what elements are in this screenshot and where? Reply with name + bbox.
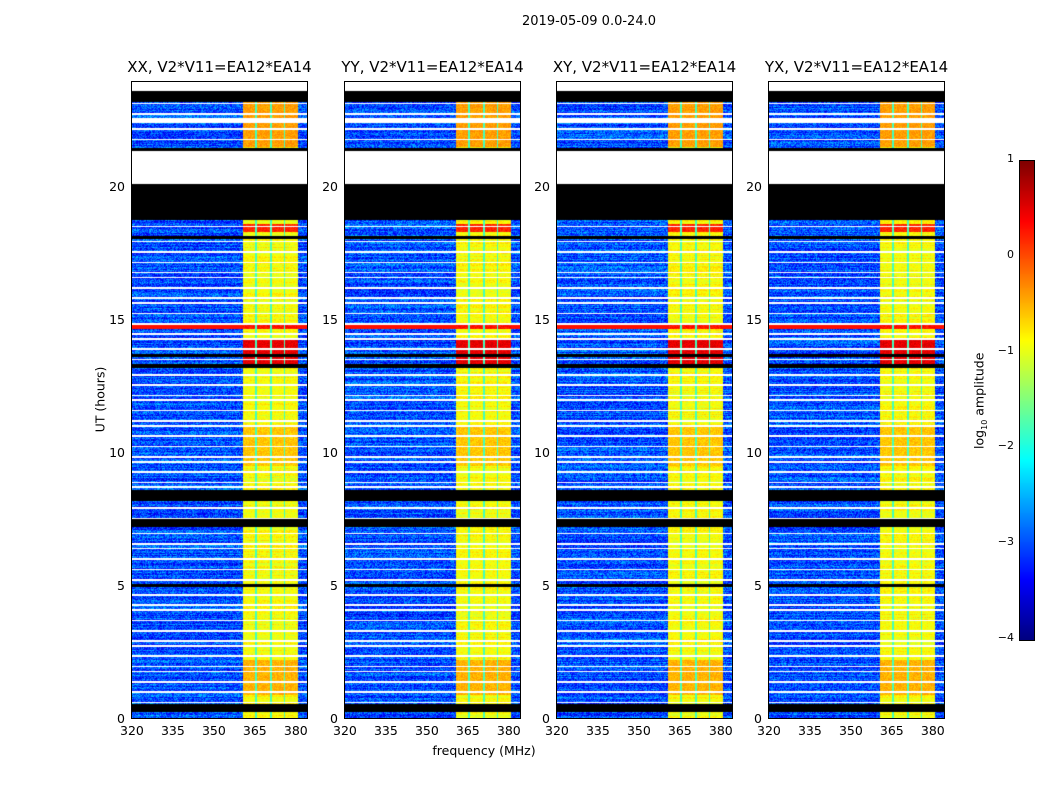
figure-title: 2019-05-09 0.0-24.0 — [522, 14, 656, 29]
colorbar-tick-label: 1 — [1007, 152, 1014, 165]
y-tick-label: 10 — [534, 445, 550, 461]
x-tick-label: 335 — [797, 723, 822, 738]
y-axis-label: UT (hours) — [92, 366, 108, 433]
spectrogram-heatmap — [131, 81, 308, 719]
x-tick-label: 320 — [333, 723, 357, 738]
y-tick-label: 10 — [109, 445, 125, 461]
x-tick-label: 320 — [757, 723, 781, 738]
x-tick-label: 365 — [242, 723, 267, 738]
y-tick-label: 20 — [534, 179, 550, 195]
x-tick-label: 335 — [585, 723, 610, 738]
y-tick-label: 5 — [117, 578, 125, 594]
spectrogram-panel-3: XY, V2*V11=EA12*EA14 320 335 350 365 380 0 5 10 1… — [534, 58, 736, 738]
spectrogram-panel-1: XX, V2*V11=EA12*EA14 320 335 350 365 380 0 5 10 1… — [109, 58, 312, 738]
y-tick-label: 0 — [117, 711, 125, 726]
colorbar-label: log10 amplitude — [971, 352, 989, 449]
panel-title: XX, V2*V11=EA12*EA14 — [127, 58, 312, 76]
y-tick-label: 10 — [322, 445, 338, 461]
y-tick-label: 5 — [542, 578, 550, 594]
x-tick-label: 350 — [201, 723, 226, 738]
y-tick-label: 5 — [330, 578, 338, 594]
y-tick-label: 15 — [109, 312, 125, 328]
x-tick-label: 365 — [879, 723, 904, 738]
x-tick-label: 365 — [667, 723, 692, 738]
colorbar-tick-label: −1 — [997, 343, 1014, 357]
y-tick-label: 15 — [746, 312, 762, 328]
y-tick-label: 15 — [534, 312, 550, 328]
spectrogram-heatmap — [556, 81, 733, 719]
y-tick-label: 5 — [754, 578, 762, 594]
x-tick-label: 380 — [283, 723, 308, 738]
y-tick-label: 15 — [322, 312, 338, 328]
colorbar-tick-label: −3 — [997, 535, 1014, 549]
x-tick-label: 380 — [496, 723, 521, 738]
colorbar-tick-label: −4 — [997, 631, 1014, 644]
x-tick-label: 335 — [373, 723, 398, 738]
panel-title: XY, V2*V11=EA12*EA14 — [552, 58, 737, 76]
y-tick-label: 0 — [542, 711, 550, 726]
y-tick-label: 20 — [322, 179, 338, 195]
y-tick-label: 10 — [746, 445, 762, 461]
y-tick-label: 20 — [746, 179, 762, 195]
spectrogram-heatmap — [768, 81, 945, 719]
x-tick-label: 350 — [838, 723, 863, 738]
y-tick-label: 0 — [754, 711, 762, 726]
spectrogram-heatmap — [344, 81, 521, 719]
colorbar — [1019, 160, 1035, 641]
colorbar-tick-label: 0 — [1007, 247, 1014, 261]
panel-title: YX, V2*V11=EA12*EA14 — [764, 58, 949, 76]
spectrogram-panel-2: YY, V2*V11=EA12*EA14 320 335 350 365 380 0 5 10 1… — [322, 58, 524, 738]
x-tick-label: 365 — [455, 723, 480, 738]
colorbar-tick-label: −2 — [997, 439, 1014, 453]
y-tick-label: 20 — [109, 179, 125, 195]
y-tick-label: 0 — [330, 711, 338, 726]
panel-title: YY, V2*V11=EA12*EA14 — [341, 58, 524, 76]
x-tick-label: 350 — [414, 723, 439, 738]
x-tick-label: 320 — [120, 723, 144, 738]
x-tick-label: 320 — [545, 723, 569, 738]
x-tick-label: 380 — [708, 723, 733, 738]
x-tick-label: 350 — [626, 723, 651, 738]
x-tick-label: 380 — [920, 723, 945, 738]
x-tick-label: 335 — [160, 723, 185, 738]
x-axis-label: frequency (MHz) — [432, 743, 536, 758]
spectrogram-panel-4: YX, V2*V11=EA12*EA14 320 335 350 365 380 0 5 10 1… — [746, 58, 948, 738]
